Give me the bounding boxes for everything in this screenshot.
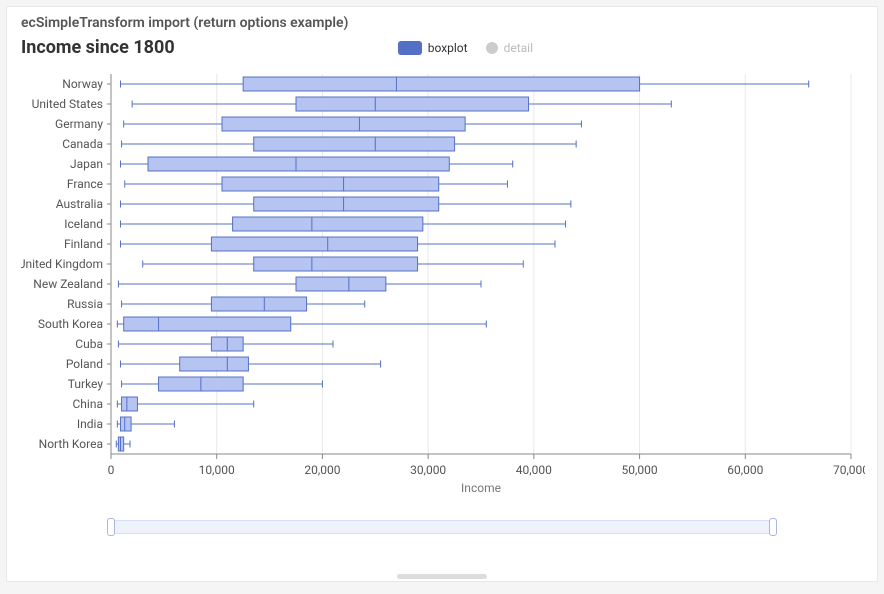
header-label: ecSimpleTransform import (return options… [21, 15, 863, 31]
svg-text:Iceland: Iceland [64, 217, 103, 231]
zoom-handle-right[interactable] [769, 518, 777, 536]
svg-text:Cuba: Cuba [75, 337, 103, 351]
legend-label-detail: detail [504, 41, 533, 55]
box-japan[interactable] [148, 157, 449, 171]
legend-swatch-detail [486, 42, 498, 54]
box-united-states[interactable] [296, 97, 529, 111]
svg-text:North Korea: North Korea [39, 437, 103, 451]
box-norway[interactable] [243, 77, 639, 91]
zoom-handle-left[interactable] [107, 518, 115, 536]
svg-text:0: 0 [108, 463, 115, 477]
svg-text:United Kingdom: United Kingdom [21, 257, 103, 271]
box-poland[interactable] [180, 357, 249, 371]
svg-text:50,000: 50,000 [622, 463, 658, 477]
plot-area: 0 10,000 20,000 30,000 40,000 50,000 60,000 70,… [21, 64, 865, 504]
legend-item-boxplot[interactable]: boxplot [398, 41, 468, 55]
svg-text:Russia: Russia [67, 297, 103, 311]
title-row: Income since 1800 boxplot detail [21, 37, 863, 58]
svg-text:Germany: Germany [55, 117, 103, 131]
box-germany[interactable] [222, 117, 465, 131]
svg-text:Finland: Finland [64, 237, 103, 251]
svg-text:20,000: 20,000 [304, 463, 340, 477]
svg-text:Australia: Australia [56, 197, 103, 211]
box-russia[interactable] [211, 297, 306, 311]
box-united-kingdom[interactable] [254, 257, 418, 271]
box-china[interactable] [122, 397, 138, 411]
chart-card: ecSimpleTransform import (return options… [6, 6, 878, 582]
svg-text:Japan: Japan [70, 157, 103, 171]
scroll-indicator [397, 574, 487, 579]
svg-text:40,000: 40,000 [516, 463, 552, 477]
svg-text:Income: Income [461, 481, 501, 495]
zoom-track [111, 520, 773, 534]
box-india[interactable] [121, 417, 132, 431]
box-iceland[interactable] [233, 217, 423, 231]
svg-text:Turkey: Turkey [68, 377, 104, 391]
box-north-korea[interactable] [118, 437, 123, 451]
box-australia[interactable] [254, 197, 439, 211]
svg-text:60,000: 60,000 [727, 463, 763, 477]
svg-text:France: France [67, 177, 103, 191]
svg-text:United States: United States [32, 97, 103, 111]
boxplot-svg: 0 10,000 20,000 30,000 40,000 50,000 60,000 70,… [21, 64, 865, 504]
svg-text:10,000: 10,000 [199, 463, 235, 477]
svg-text:70,000: 70,000 [833, 463, 865, 477]
svg-text:Poland: Poland [66, 357, 103, 371]
svg-text:India: India [77, 417, 103, 431]
legend-label-boxplot: boxplot [428, 41, 468, 55]
legend-item-detail[interactable]: detail [486, 41, 533, 55]
legend-swatch-boxplot [398, 41, 422, 55]
box-finland[interactable] [211, 237, 417, 251]
box-south-korea[interactable] [124, 317, 291, 331]
box-france[interactable] [222, 177, 439, 191]
svg-text:Canada: Canada [62, 137, 103, 151]
chart-title: Income since 1800 [21, 37, 175, 58]
svg-text:30,000: 30,000 [410, 463, 446, 477]
svg-text:South Korea: South Korea [38, 317, 103, 331]
svg-text:Norway: Norway [62, 77, 103, 91]
legend: boxplot detail [398, 41, 533, 55]
data-zoom-slider[interactable] [111, 518, 773, 536]
box-canada[interactable] [254, 137, 455, 151]
box-new-zealand[interactable] [296, 277, 386, 291]
svg-text:New Zealand: New Zealand [33, 277, 103, 291]
svg-text:China: China [73, 397, 104, 411]
